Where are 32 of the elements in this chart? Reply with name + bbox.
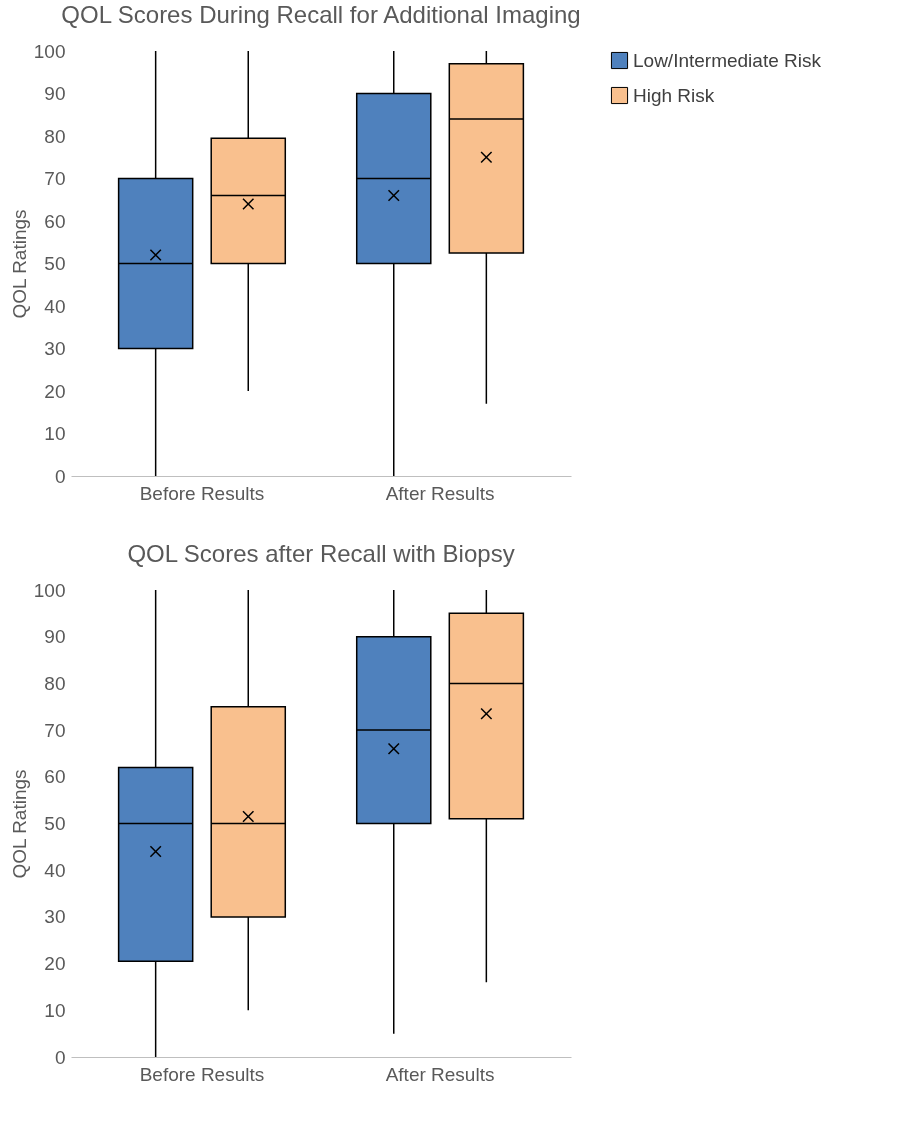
chart-title: QOL Scores During Recall for Additional Imaging — [61, 1, 581, 28]
chart-title: QOL Scores after Recall with Biopsy — [127, 540, 515, 567]
y-tick-label: 0 — [54, 465, 66, 487]
y-tick-label: 30 — [44, 338, 66, 359]
y-tick-label: 0 — [54, 1046, 66, 1068]
y-tick-label: 60 — [44, 210, 66, 232]
legend-label: Low/Intermediate Risk — [633, 49, 822, 71]
legend-label: High Risk — [633, 84, 715, 106]
y-tick-label: 70 — [44, 168, 66, 189]
y-tick-label: 70 — [44, 719, 66, 741]
y-axis-title: QOL Ratings — [8, 769, 30, 879]
y-tick-label: 100 — [33, 579, 66, 601]
y-tick-label: 20 — [44, 380, 66, 402]
y-tick-label: 40 — [44, 859, 66, 881]
y-tick-label: 80 — [44, 672, 66, 694]
y-tick-label: 80 — [44, 125, 66, 147]
y-tick-label: 10 — [44, 999, 66, 1021]
y-tick-label: 50 — [44, 253, 66, 274]
y-tick-label: 50 — [44, 813, 66, 834]
x-tick-label: After Results — [385, 1063, 495, 1085]
y-tick-label: 10 — [44, 423, 66, 444]
y-tick-label: 40 — [44, 295, 66, 317]
y-tick-label: 20 — [44, 953, 66, 975]
y-tick-label: 60 — [44, 766, 66, 788]
y-tick-label: 90 — [44, 626, 66, 648]
y-axis-title: QOL Ratings — [8, 209, 30, 319]
y-tick-label: 30 — [44, 906, 66, 928]
y-tick-label: 100 — [33, 40, 66, 62]
x-tick-label: After Results — [385, 482, 495, 504]
y-tick-label: 90 — [44, 83, 66, 104]
x-tick-label: Before Results — [139, 1063, 265, 1085]
x-tick-label: Before Results — [139, 482, 265, 504]
